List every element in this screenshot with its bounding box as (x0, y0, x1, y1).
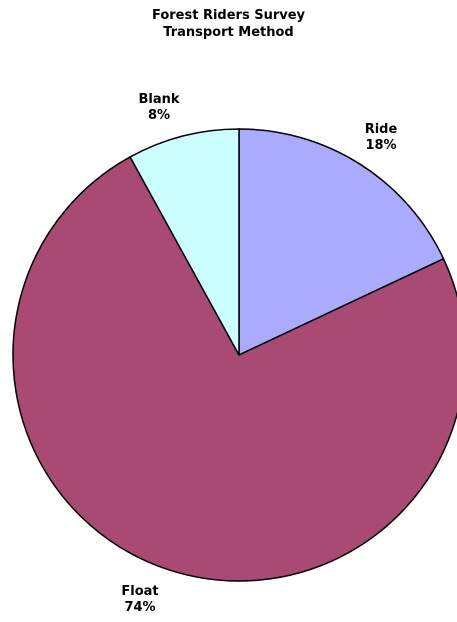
slice-label-float: Float (121, 584, 158, 599)
slice-percent-ride: 18% (365, 138, 396, 153)
pie-slice-blank (129, 128, 240, 356)
chart-title-line-2: Transport Method (163, 25, 294, 40)
chart-title-line-1: Forest Riders Survey (151, 8, 306, 23)
slice-percent-float: 74% (124, 600, 155, 615)
pie-slice-ride (238, 128, 445, 357)
slice-label-ride: Ride (365, 122, 398, 137)
slice-label-blank: Blank (138, 92, 179, 107)
pie-slice-float (12, 155, 457, 582)
slice-percent-blank: 8% (148, 108, 170, 123)
